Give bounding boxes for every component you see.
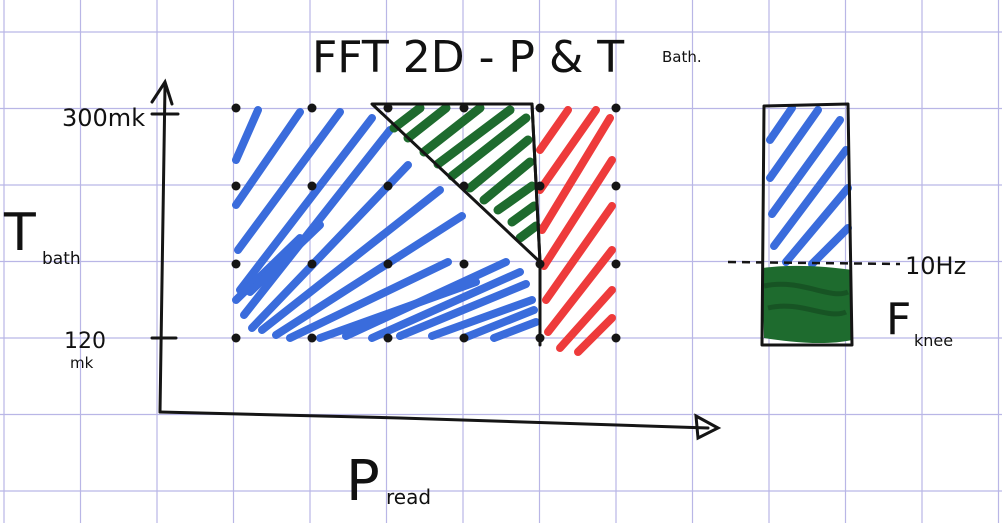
blue-hatch-region bbox=[232, 106, 540, 342]
x-axis bbox=[158, 410, 722, 441]
green-hatch-stroke bbox=[507, 201, 539, 227]
green-hatch-stroke bbox=[419, 103, 485, 157]
blue-hatch-stroke bbox=[460, 306, 538, 342]
blue-hatch-stroke bbox=[428, 296, 536, 340]
blue-hatch-stroke bbox=[490, 318, 540, 342]
measurement-dot bbox=[307, 333, 317, 343]
side-panel-label: F bbox=[886, 294, 911, 345]
measurement-dot bbox=[383, 259, 393, 269]
side-panel-label-subscript: knee bbox=[914, 331, 953, 350]
measurement-dot bbox=[611, 103, 621, 113]
measurement-dot bbox=[459, 259, 469, 269]
red-hatch-stroke bbox=[536, 106, 600, 194]
side-blue-hatch-stroke bbox=[766, 106, 822, 182]
green-hatch-region bbox=[389, 103, 541, 243]
side-panel bbox=[727, 102, 901, 347]
blue-hatch-stroke bbox=[286, 258, 452, 342]
measurement-dot bbox=[535, 259, 545, 269]
measurement-dot bbox=[383, 333, 393, 343]
green-hatch-stroke bbox=[479, 157, 535, 205]
measurement-dot bbox=[459, 181, 469, 191]
measurement-dot bbox=[307, 181, 317, 191]
blue-hatch-stroke bbox=[248, 161, 412, 332]
threshold-dashed-line bbox=[727, 260, 901, 266]
blue-hatch-stroke bbox=[396, 280, 530, 340]
x-axis-label-subscript: read bbox=[386, 485, 431, 509]
red-hatch-stroke bbox=[574, 314, 616, 356]
blue-hatch-stroke bbox=[368, 268, 524, 342]
y-axis-label-subscript: bath bbox=[42, 249, 81, 269]
y-axis-arrow bbox=[150, 78, 174, 106]
side-blue-hatch-stroke bbox=[768, 116, 844, 218]
measurement-dot bbox=[307, 259, 317, 269]
side-blue-hatch bbox=[766, 104, 852, 268]
measurement-dot bbox=[535, 181, 545, 191]
green-hatch-stroke bbox=[403, 103, 451, 143]
side-blue-hatch-stroke bbox=[766, 104, 796, 144]
blue-hatch-stroke bbox=[246, 221, 324, 296]
measurement-dot bbox=[611, 181, 621, 191]
y-axis-line bbox=[158, 83, 167, 414]
y-axis bbox=[150, 78, 180, 414]
y-tick-label-bottom-2: mk bbox=[70, 354, 94, 372]
side-blue-hatch-stroke bbox=[808, 224, 852, 268]
measurement-dot bbox=[231, 103, 241, 113]
red-hatch-stroke bbox=[538, 114, 614, 234]
y-tick-label-bottom-1: 120 bbox=[64, 329, 106, 354]
title-subscript: Bath. bbox=[662, 48, 702, 66]
green-hatch-stroke bbox=[433, 105, 515, 169]
red-hatch-stroke bbox=[536, 106, 572, 154]
measurement-dot bbox=[307, 103, 317, 113]
measurement-dot bbox=[459, 333, 469, 343]
blue-hatch-stroke bbox=[234, 108, 344, 254]
measurement-dot bbox=[611, 259, 621, 269]
measurement-dot bbox=[611, 333, 621, 343]
blue-hatch-stroke bbox=[232, 106, 262, 164]
blue-hatch-stroke bbox=[272, 212, 466, 339]
x-axis-label: P bbox=[346, 449, 380, 514]
red-hatch-region bbox=[536, 106, 616, 356]
title-text: FFT 2D - P & T bbox=[312, 32, 624, 83]
measurement-dot bbox=[383, 103, 393, 113]
x-axis-line bbox=[158, 410, 710, 430]
blue-hatch-stroke bbox=[342, 258, 510, 340]
x-axis-arrow bbox=[694, 413, 722, 441]
side-panel-frame bbox=[760, 102, 854, 347]
measurement-dot bbox=[231, 181, 241, 191]
blue-hatch-stroke bbox=[258, 186, 444, 334]
threshold-label: 10Hz bbox=[905, 252, 966, 280]
measurement-dot bbox=[231, 333, 241, 343]
side-blue-hatch-stroke bbox=[770, 146, 850, 250]
red-hatch-stroke bbox=[542, 202, 616, 304]
blue-hatch-stroke bbox=[232, 234, 304, 304]
side-green-texture bbox=[763, 281, 850, 317]
side-blue-hatch-stroke bbox=[782, 184, 852, 266]
blue-hatch-stroke bbox=[232, 108, 304, 209]
y-axis-label: T bbox=[3, 203, 36, 263]
red-hatch-stroke bbox=[544, 246, 616, 336]
title-group: FFT 2D - P & T Bath. bbox=[312, 32, 702, 83]
green-hatch-stroke bbox=[447, 113, 531, 181]
measurement-dot bbox=[535, 333, 545, 343]
red-hatch-stroke bbox=[540, 156, 616, 270]
green-hatch-stroke bbox=[465, 135, 533, 193]
measurement-dot bbox=[383, 181, 393, 191]
green-hatch-stroke bbox=[493, 181, 537, 215]
blue-hatch-stroke bbox=[236, 114, 376, 294]
green-hatch-stroke bbox=[515, 221, 541, 243]
y-tick-label-top: 300mk bbox=[62, 104, 145, 132]
measurement-dot bbox=[459, 103, 469, 113]
measurement-dot bbox=[231, 259, 241, 269]
red-hatch-stroke bbox=[556, 286, 616, 352]
measurement-dots bbox=[231, 103, 621, 343]
green-hatch-stroke bbox=[389, 103, 425, 133]
measurement-dot bbox=[535, 103, 545, 113]
